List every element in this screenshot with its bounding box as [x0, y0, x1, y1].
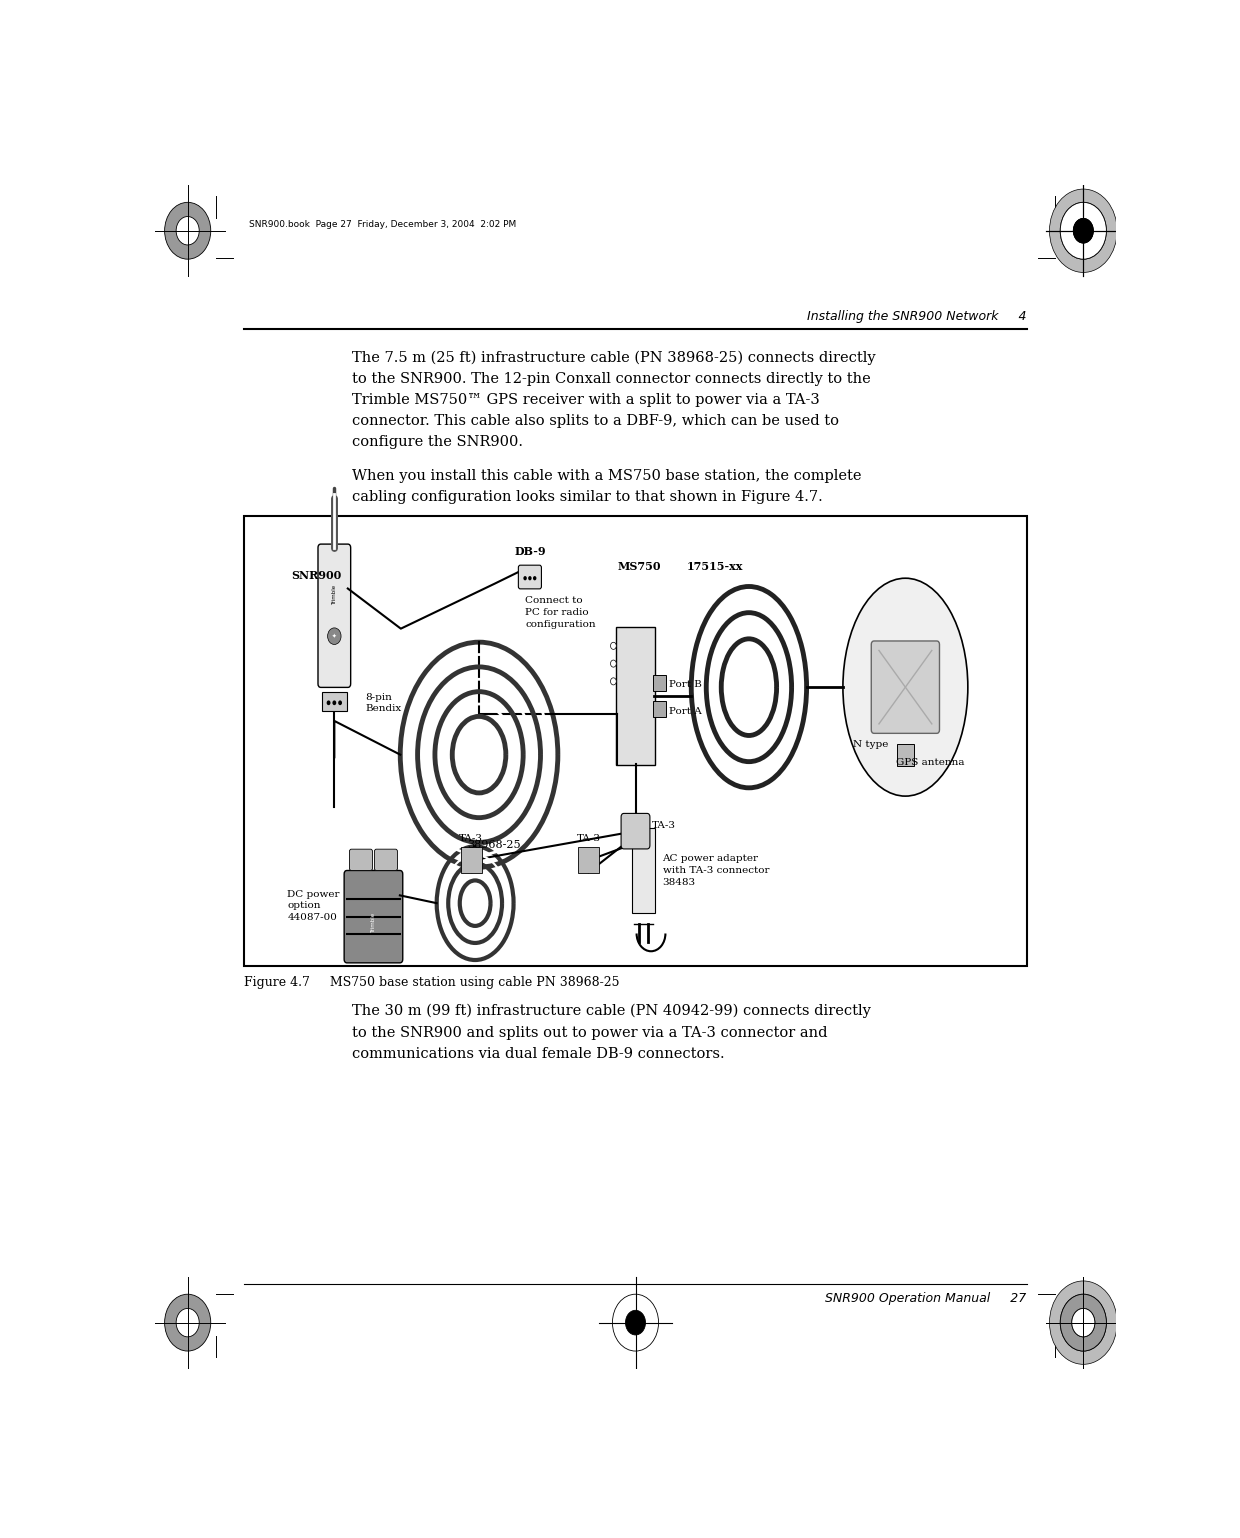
Circle shape	[610, 660, 616, 667]
Ellipse shape	[843, 578, 968, 797]
Text: GPS antenna: GPS antenna	[895, 758, 965, 767]
FancyBboxPatch shape	[322, 692, 347, 711]
Circle shape	[1074, 218, 1094, 243]
Text: 38968-25: 38968-25	[467, 840, 521, 851]
Circle shape	[327, 628, 341, 644]
Circle shape	[523, 577, 527, 580]
Text: SNR900.book  Page 27  Friday, December 3, 2004  2:02 PM: SNR900.book Page 27 Friday, December 3, …	[249, 220, 516, 229]
FancyBboxPatch shape	[578, 847, 599, 874]
Text: DC power
option
44087-00: DC power option 44087-00	[288, 889, 340, 923]
Circle shape	[176, 1309, 200, 1337]
Text: Connect to
PC for radio
configuration: Connect to PC for radio configuration	[525, 595, 595, 629]
FancyBboxPatch shape	[652, 675, 666, 692]
FancyBboxPatch shape	[244, 517, 1027, 966]
FancyBboxPatch shape	[872, 641, 940, 734]
FancyBboxPatch shape	[518, 564, 542, 589]
Circle shape	[610, 678, 616, 684]
Text: TA-3: TA-3	[652, 821, 676, 829]
Circle shape	[1060, 203, 1106, 260]
Circle shape	[1060, 203, 1106, 260]
FancyBboxPatch shape	[460, 847, 482, 874]
Circle shape	[1060, 1293, 1106, 1350]
FancyBboxPatch shape	[632, 827, 655, 914]
Text: SNR900 Operation Manual     27: SNR900 Operation Manual 27	[826, 1292, 1027, 1304]
Text: 17515-xx: 17515-xx	[687, 561, 743, 572]
Text: DB-9: DB-9	[515, 546, 546, 557]
Circle shape	[165, 203, 211, 260]
Text: ✦: ✦	[332, 634, 336, 638]
Text: SNR900: SNR900	[291, 571, 341, 581]
Circle shape	[1060, 1293, 1106, 1350]
Circle shape	[332, 700, 336, 704]
Text: TA-3: TA-3	[577, 834, 600, 843]
Text: Trimble: Trimble	[371, 912, 376, 932]
Text: When you install this cable with a MS750 base station, the complete
cabling conf: When you install this cable with a MS750…	[352, 469, 862, 504]
Circle shape	[625, 1310, 646, 1335]
Circle shape	[528, 577, 532, 580]
Text: The 7.5 m (25 ft) infrastructure cable (PN 38968-25) connects directly
to the SN: The 7.5 m (25 ft) infrastructure cable (…	[352, 351, 875, 449]
Circle shape	[1049, 189, 1117, 272]
Circle shape	[1049, 1281, 1117, 1364]
Text: MS750: MS750	[618, 561, 661, 572]
Circle shape	[1074, 218, 1094, 243]
Circle shape	[1071, 1309, 1095, 1337]
Text: Port A: Port A	[670, 707, 702, 717]
Circle shape	[533, 577, 537, 580]
FancyBboxPatch shape	[374, 849, 398, 871]
Text: N type: N type	[853, 740, 888, 749]
Text: Port B: Port B	[670, 680, 702, 689]
FancyBboxPatch shape	[616, 628, 655, 766]
FancyBboxPatch shape	[317, 544, 351, 687]
FancyBboxPatch shape	[621, 814, 650, 849]
FancyBboxPatch shape	[652, 701, 666, 717]
Circle shape	[326, 700, 331, 704]
Circle shape	[165, 1293, 211, 1350]
Text: Trimble: Trimble	[332, 586, 337, 606]
Circle shape	[613, 1293, 658, 1350]
Text: AC power adapter
with TA-3 connector
38483: AC power adapter with TA-3 connector 384…	[662, 854, 769, 887]
Circle shape	[339, 700, 342, 704]
Circle shape	[1071, 1309, 1095, 1337]
Circle shape	[610, 643, 616, 649]
Text: Installing the SNR900 Network     4: Installing the SNR900 Network 4	[807, 311, 1027, 323]
Text: The 30 m (99 ft) infrastructure cable (PN 40942-99) connects directly
to the SNR: The 30 m (99 ft) infrastructure cable (P…	[352, 1004, 870, 1061]
FancyBboxPatch shape	[350, 849, 372, 871]
Text: Figure 4.7     MS750 base station using cable PN 38968-25: Figure 4.7 MS750 base station using cabl…	[244, 975, 620, 989]
Text: 8-pin
Bendix: 8-pin Bendix	[366, 692, 402, 712]
FancyBboxPatch shape	[345, 871, 403, 963]
Circle shape	[176, 217, 200, 245]
Text: TA-3: TA-3	[459, 834, 484, 843]
FancyBboxPatch shape	[897, 744, 914, 766]
